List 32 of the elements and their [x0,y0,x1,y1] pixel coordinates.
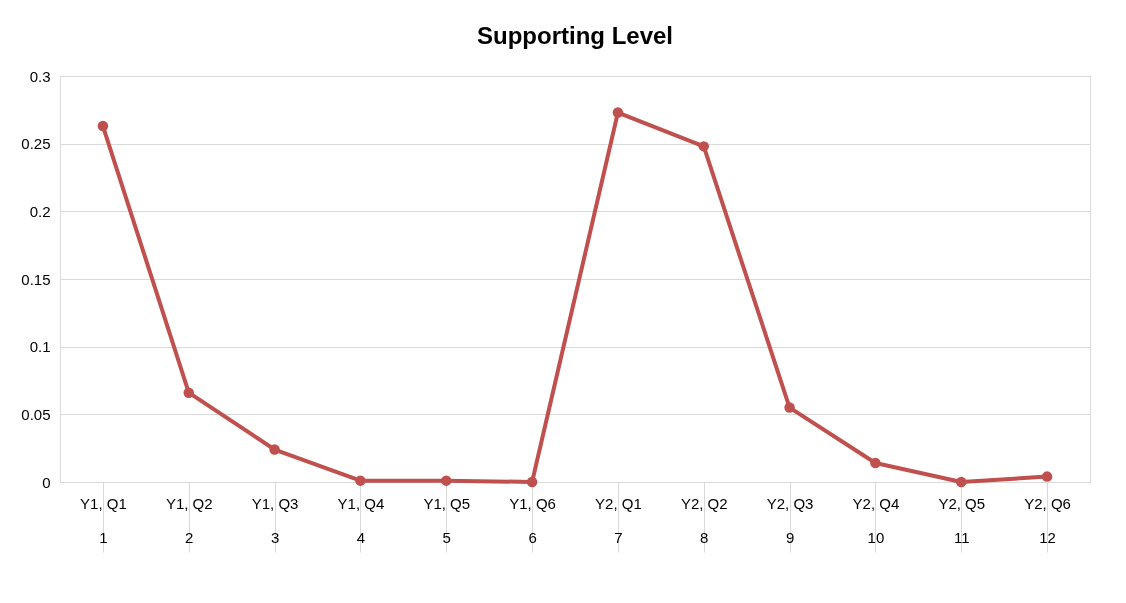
point [612,107,624,118]
y-tick-label: 0.05 [21,405,51,423]
point [1041,471,1053,482]
x-tick-label: Y2, Q6 12 [1024,494,1071,546]
x-tick-label: Y2, Q4 10 [852,494,900,546]
x-tick-label: Y2, Q5 11 [938,494,986,546]
x-tick-label: Y1, Q1 1 [80,494,127,546]
x-tick-label: Y1, Q6 6 [509,494,556,546]
x-tick-label: Y1, Q5 5 [423,494,471,546]
y-tick-label: 0.15 [21,270,51,288]
y-tick-label: 0.2 [29,202,51,220]
point [441,475,452,486]
point [183,387,194,398]
y-tick-label: 0.1 [29,338,51,356]
y-tick-label: 0.25 [21,135,51,153]
point [526,476,538,488]
point [698,141,709,152]
x-tick-label: Y2, Q3 9 [766,494,814,546]
point [355,475,366,486]
chart-title: Supporting Level [476,22,674,49]
x-tick-label: Y2, Q2 8 [680,494,728,546]
point [269,444,280,455]
point [870,457,881,469]
x-tick-label: Y1, Q2 2 [165,494,213,546]
point [784,402,795,413]
x-tick-label: Y2, Q1 7 [595,494,642,546]
x-tick-label: Y1, Q4 4 [337,494,385,546]
point [97,120,109,132]
point [956,476,967,488]
y-tick-label: 0 [42,473,51,491]
x-tick-label: Y1, Q3 3 [251,494,299,546]
y-tick-label: 0.3 [29,67,51,85]
